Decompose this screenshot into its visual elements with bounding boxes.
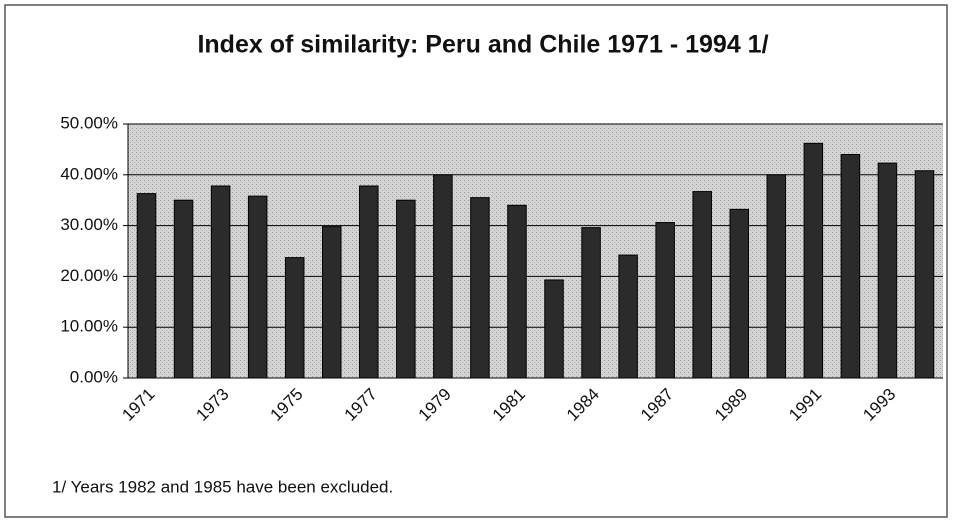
bar	[284, 257, 305, 379]
bar	[581, 227, 601, 379]
bar	[544, 279, 564, 379]
bar	[173, 199, 194, 379]
bar	[210, 185, 231, 379]
bar	[914, 170, 935, 379]
bar	[433, 174, 453, 379]
y-tick-label: 20.00%	[60, 266, 118, 285]
y-tick-label: 30.00%	[60, 215, 118, 234]
y-tick-label: 10.00%	[60, 317, 118, 336]
bar	[655, 222, 675, 379]
chart-title: Index of similarity: Peru and Chile 1971…	[197, 31, 768, 59]
bar	[766, 174, 787, 379]
bar	[470, 197, 490, 379]
bar	[618, 254, 638, 379]
bar	[692, 191, 712, 379]
y-tick-label: 50.00%	[60, 113, 118, 132]
bar	[803, 142, 824, 379]
bar	[877, 162, 898, 379]
bar	[247, 195, 268, 379]
bar	[729, 208, 750, 379]
footnote: 1/ Years 1982 and 1985 have been exclude…	[52, 477, 393, 496]
bar	[359, 185, 379, 379]
bar	[136, 193, 157, 379]
y-tick-label: 0.00%	[70, 367, 118, 386]
bar	[396, 199, 416, 379]
bar	[507, 204, 527, 379]
y-tick-label: 40.00%	[60, 164, 118, 183]
bar	[840, 153, 861, 379]
bar	[321, 226, 342, 379]
